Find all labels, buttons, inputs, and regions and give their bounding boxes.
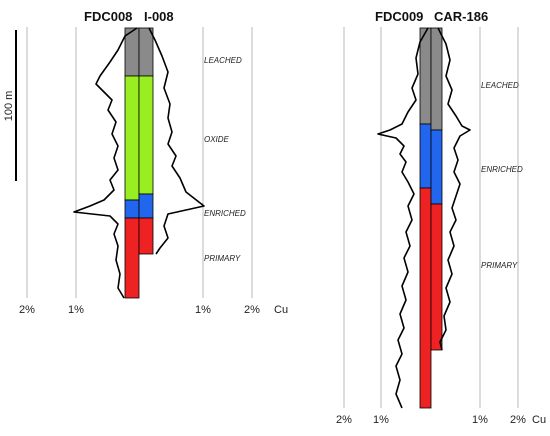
- cu-trace-right: [437, 27, 471, 351]
- axis-tick-2pct-left: 2%: [336, 414, 352, 426]
- axis-tick-1pct-left: 1%: [373, 414, 389, 426]
- drillhole-fdc009: FDC009 CAR-186 LEACHED ENRICHED PRIMARY …: [336, 9, 546, 426]
- column-left-primary: [124, 217, 140, 299]
- hole-title-right: CAR-186: [434, 9, 488, 24]
- cu-trace-left: [73, 27, 138, 299]
- column-left-oxide: [124, 75, 140, 201]
- column-left-primary: [419, 187, 432, 409]
- axis-tick-1pct-left: 1%: [68, 304, 84, 316]
- drillhole-fdc008: FDC008 I-008 LEACHED OXIDE ENRICHED PRIM…: [19, 9, 288, 316]
- zone-label-enriched: ENRICHED: [204, 209, 246, 218]
- hole-title-right: I-008: [144, 9, 174, 24]
- axis-unit-label: Cu: [274, 304, 288, 316]
- axis-tick-1pct-right: 1%: [472, 414, 488, 426]
- column-left-leached: [419, 27, 432, 125]
- hole-title-left: FDC008: [84, 9, 132, 24]
- column-right-leached: [430, 27, 443, 131]
- axis-tick-1pct-right: 1%: [195, 304, 211, 316]
- zone-label-oxide: OXIDE: [204, 135, 230, 144]
- axis-tick-2pct-right: 2%: [244, 304, 260, 316]
- cu-trace-right: [148, 27, 205, 255]
- zone-label-leached: LEACHED: [481, 81, 519, 90]
- column-right-primary: [430, 203, 443, 351]
- column-left-enriched: [124, 199, 140, 219]
- cu-trace-left: [377, 27, 429, 409]
- column-right-enriched: [430, 129, 443, 205]
- scale-bar-label: 100 m: [3, 91, 15, 122]
- zone-label-leached: LEACHED: [204, 56, 242, 65]
- column-right-enriched: [138, 193, 154, 219]
- axis-tick-2pct-right: 2%: [510, 414, 526, 426]
- hole-title-left: FDC009: [375, 9, 423, 24]
- scale-bar: 100 m: [3, 30, 17, 181]
- zone-label-enriched: ENRICHED: [481, 165, 523, 174]
- zone-label-primary: PRIMARY: [204, 254, 241, 263]
- column-right-oxide: [138, 75, 154, 195]
- column-right-leached: [138, 27, 154, 77]
- axis-unit-label: Cu: [532, 414, 546, 426]
- zone-label-primary: PRIMARY: [481, 261, 518, 270]
- column-right-primary: [138, 217, 154, 255]
- column-left-enriched: [419, 123, 432, 189]
- axis-tick-2pct-left: 2%: [19, 304, 35, 316]
